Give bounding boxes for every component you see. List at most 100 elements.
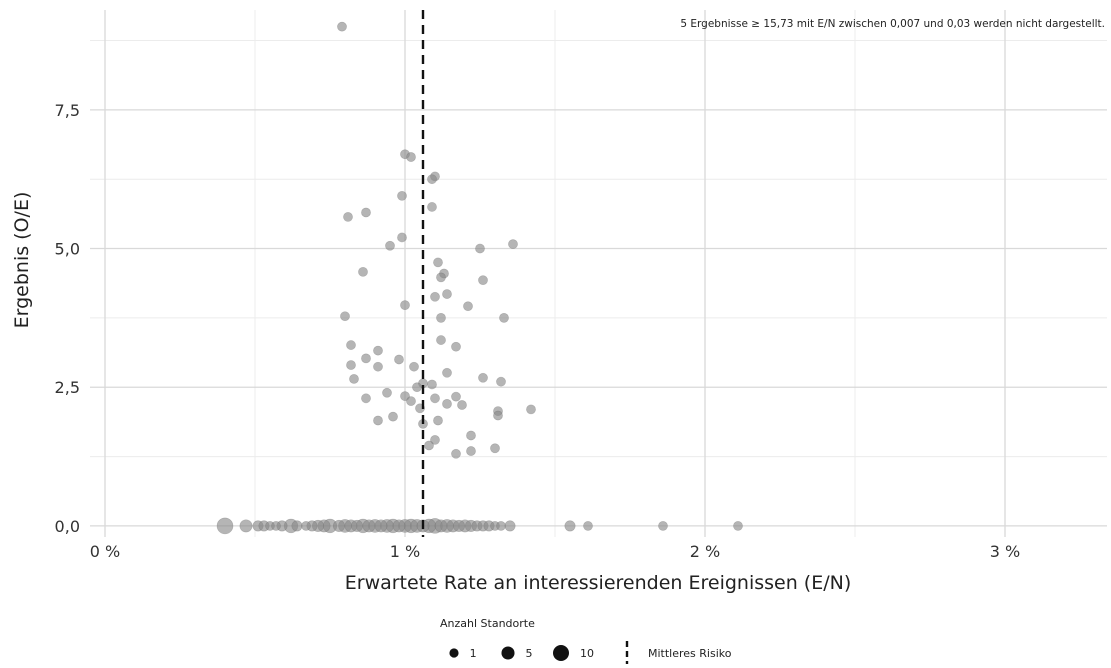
legend-size-label: 1 xyxy=(470,647,477,660)
data-point xyxy=(332,519,346,532)
chart-annotation: 5 Ergebnisse ≥ 15,73 mit E/N zwischen 0,… xyxy=(680,18,1105,30)
data-point xyxy=(564,520,576,532)
data-point xyxy=(436,272,446,283)
data-point xyxy=(478,372,488,383)
data-point xyxy=(499,312,509,323)
data-point xyxy=(239,519,253,533)
data-point xyxy=(508,239,518,249)
data-point xyxy=(362,519,376,533)
data-point xyxy=(361,353,371,364)
data-point xyxy=(466,446,476,456)
x-tick-label: 1 % xyxy=(390,542,420,561)
data-point xyxy=(442,367,452,378)
legend-size-label: 5 xyxy=(526,647,533,660)
y-tick-label: 7,5 xyxy=(55,101,80,120)
y-tick-label: 2,5 xyxy=(55,378,80,397)
data-point xyxy=(427,202,437,212)
legend-size-key xyxy=(449,648,459,658)
x-tick-label: 2 % xyxy=(690,542,720,561)
data-point xyxy=(451,341,461,352)
data-point xyxy=(433,415,443,426)
legend: Anzahl Standorte 1 5 10 Mittleres Risiko xyxy=(440,617,732,664)
data-point xyxy=(358,266,368,277)
data-point xyxy=(337,21,347,32)
data-point xyxy=(392,519,406,533)
data-point xyxy=(271,521,281,531)
data-point xyxy=(385,240,395,251)
data-point xyxy=(430,393,440,404)
data-point xyxy=(361,207,371,218)
data-point xyxy=(451,391,461,402)
y-tick-label: 5,0 xyxy=(55,240,80,259)
data-point xyxy=(400,391,410,401)
data-point xyxy=(373,361,383,372)
data-point xyxy=(427,379,437,390)
data-point xyxy=(526,404,536,415)
data-point xyxy=(733,521,743,531)
legend-mean-risk-label: Mittleres Risiko xyxy=(648,647,732,660)
data-point xyxy=(478,275,488,286)
data-point xyxy=(424,440,434,451)
data-point xyxy=(350,519,364,532)
data-point xyxy=(475,243,485,254)
data-point xyxy=(451,448,461,459)
data-point xyxy=(436,312,446,323)
x-tick-label: 3 % xyxy=(990,542,1020,561)
legend-size-title: Anzahl Standorte xyxy=(440,617,535,630)
data-point xyxy=(427,174,437,185)
x-tick-label: 0 % xyxy=(90,542,120,561)
data-point xyxy=(490,443,500,454)
y-tick-label: 0,0 xyxy=(55,517,80,536)
data-point xyxy=(349,374,359,384)
legend-size-key xyxy=(553,645,569,661)
data-point xyxy=(343,212,353,222)
data-point xyxy=(442,289,452,299)
data-point xyxy=(406,152,416,162)
major-gridlines xyxy=(90,10,1107,537)
data-point xyxy=(394,354,404,365)
legend-size-entries: 1 5 10 xyxy=(449,645,594,661)
data-point xyxy=(452,519,466,532)
data-point xyxy=(374,519,388,533)
x-tick-labels: 0 % 1 % 2 % 3 % xyxy=(90,542,1020,561)
y-tick-labels: 0,0 2,5 5,0 7,5 xyxy=(55,101,80,536)
data-point xyxy=(301,521,311,531)
data-point xyxy=(412,382,422,393)
legend-size-label: 10 xyxy=(580,647,594,660)
data-point xyxy=(346,340,356,350)
data-point xyxy=(466,430,476,441)
data-point xyxy=(397,190,407,201)
data-point xyxy=(346,360,356,370)
data-point xyxy=(457,400,467,410)
data-point xyxy=(397,232,407,243)
data-point xyxy=(463,301,473,312)
data-point xyxy=(430,291,440,302)
data-point xyxy=(373,345,383,356)
data-point xyxy=(442,398,452,409)
data-point xyxy=(504,520,516,532)
data-point xyxy=(361,393,371,404)
x-axis-title: Erwartete Rate an interessierenden Ereig… xyxy=(345,572,852,594)
minor-gridlines xyxy=(90,10,1107,537)
data-point xyxy=(433,257,443,268)
data-point xyxy=(340,311,350,322)
data-point xyxy=(583,521,593,531)
data-point xyxy=(382,387,392,398)
data-point xyxy=(373,415,383,426)
data-point xyxy=(434,519,448,533)
data-points xyxy=(216,21,743,535)
data-point xyxy=(406,396,416,406)
data-point xyxy=(496,521,506,531)
data-point xyxy=(493,410,503,421)
data-point xyxy=(658,521,668,531)
data-point xyxy=(430,435,440,445)
y-axis-title: Ergebnis (O/E) xyxy=(11,192,33,329)
data-point xyxy=(436,335,446,345)
legend-size-key xyxy=(501,646,515,660)
data-point xyxy=(400,300,410,311)
data-point xyxy=(409,361,419,372)
data-point xyxy=(496,376,506,387)
data-point xyxy=(291,520,303,532)
data-point xyxy=(388,411,398,422)
